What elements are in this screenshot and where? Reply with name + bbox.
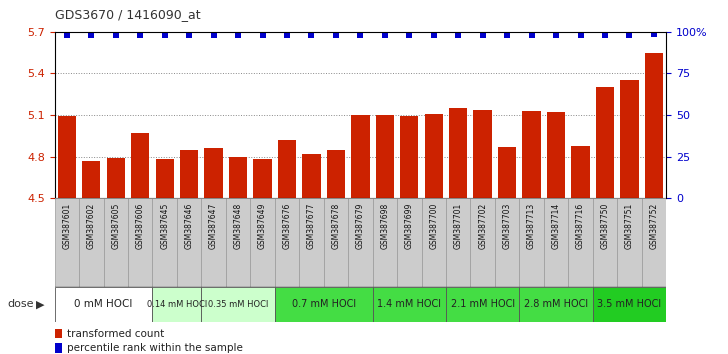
Bar — [596, 87, 614, 198]
Bar — [324, 198, 348, 287]
Text: GSM387678: GSM387678 — [331, 202, 341, 249]
Bar — [620, 80, 638, 198]
Text: 0.35 mM HOCl: 0.35 mM HOCl — [208, 300, 268, 309]
Bar — [593, 198, 617, 287]
Bar — [422, 198, 446, 287]
Text: GSM387646: GSM387646 — [185, 202, 194, 249]
Text: GDS3670 / 1416090_at: GDS3670 / 1416090_at — [55, 8, 200, 21]
Bar — [523, 111, 541, 198]
Bar — [82, 161, 100, 198]
Bar — [79, 198, 103, 287]
Text: GSM387698: GSM387698 — [380, 202, 389, 249]
Bar — [397, 198, 422, 287]
Bar — [519, 198, 544, 287]
Bar — [55, 198, 79, 287]
Bar — [226, 198, 250, 287]
Text: 3.5 mM HOCl: 3.5 mM HOCl — [598, 299, 662, 309]
Bar — [205, 148, 223, 198]
Bar — [617, 198, 641, 287]
Text: GSM387676: GSM387676 — [282, 202, 291, 249]
Bar — [177, 198, 202, 287]
Bar — [495, 198, 519, 287]
Bar — [202, 198, 226, 287]
Bar — [547, 112, 565, 198]
Bar — [400, 116, 419, 198]
Text: 2.8 mM HOCl: 2.8 mM HOCl — [524, 299, 588, 309]
Text: GSM387649: GSM387649 — [258, 202, 267, 249]
Bar — [202, 287, 274, 322]
Bar — [180, 150, 198, 198]
Text: GSM387702: GSM387702 — [478, 202, 487, 249]
Bar — [58, 116, 76, 198]
Bar — [446, 198, 470, 287]
Bar — [302, 154, 320, 198]
Bar — [152, 287, 202, 322]
Bar — [424, 114, 443, 198]
Text: transformed count: transformed count — [67, 329, 164, 339]
Text: GSM387750: GSM387750 — [601, 202, 609, 249]
Bar — [376, 115, 394, 198]
Text: GSM387606: GSM387606 — [135, 202, 145, 249]
Text: GSM387677: GSM387677 — [307, 202, 316, 249]
Bar — [348, 198, 373, 287]
Bar — [250, 198, 274, 287]
Bar — [571, 145, 590, 198]
Text: GSM387700: GSM387700 — [430, 202, 438, 249]
Text: GSM387751: GSM387751 — [625, 202, 634, 249]
Text: GSM387645: GSM387645 — [160, 202, 169, 249]
Text: GSM387602: GSM387602 — [87, 202, 96, 249]
Text: 1.4 mM HOCl: 1.4 mM HOCl — [377, 299, 441, 309]
Bar — [593, 287, 666, 322]
Bar — [327, 150, 345, 198]
Text: GSM387647: GSM387647 — [209, 202, 218, 249]
Bar — [274, 198, 299, 287]
Bar — [128, 198, 152, 287]
Text: GSM387648: GSM387648 — [234, 202, 242, 249]
Bar — [569, 198, 593, 287]
Text: GSM387601: GSM387601 — [63, 202, 71, 249]
Text: 2.1 mM HOCl: 2.1 mM HOCl — [451, 299, 515, 309]
Text: GSM387714: GSM387714 — [552, 202, 561, 249]
Bar — [156, 159, 174, 198]
Bar — [351, 115, 370, 198]
Bar — [55, 287, 152, 322]
Bar — [55, 343, 63, 353]
Bar — [152, 198, 177, 287]
Bar — [55, 329, 63, 338]
Bar — [278, 140, 296, 198]
Text: GSM387713: GSM387713 — [527, 202, 536, 249]
Bar — [299, 198, 324, 287]
Bar — [106, 158, 125, 198]
Text: GSM387716: GSM387716 — [576, 202, 585, 249]
Bar — [645, 53, 663, 198]
Text: GSM387701: GSM387701 — [454, 202, 463, 249]
Text: GSM387703: GSM387703 — [502, 202, 512, 249]
Text: 0.7 mM HOCl: 0.7 mM HOCl — [292, 299, 356, 309]
Bar — [253, 159, 272, 198]
Text: ▶: ▶ — [36, 299, 45, 309]
Text: GSM387679: GSM387679 — [356, 202, 365, 249]
Bar — [473, 109, 492, 198]
Text: 0.14 mM HOCl: 0.14 mM HOCl — [147, 300, 207, 309]
Text: GSM387752: GSM387752 — [649, 202, 658, 249]
Bar — [470, 198, 495, 287]
Bar — [373, 287, 446, 322]
Bar — [641, 198, 666, 287]
Bar — [544, 198, 569, 287]
Bar — [449, 108, 467, 198]
Bar — [498, 147, 516, 198]
Text: percentile rank within the sample: percentile rank within the sample — [67, 343, 242, 353]
Text: GSM387605: GSM387605 — [111, 202, 120, 249]
Bar — [519, 287, 593, 322]
Bar — [373, 198, 397, 287]
Text: GSM387699: GSM387699 — [405, 202, 414, 249]
Bar — [229, 157, 248, 198]
Text: dose: dose — [7, 299, 33, 309]
Bar — [131, 133, 149, 198]
Text: 0 mM HOCl: 0 mM HOCl — [74, 299, 132, 309]
Bar — [103, 198, 128, 287]
Bar — [274, 287, 373, 322]
Bar — [446, 287, 519, 322]
